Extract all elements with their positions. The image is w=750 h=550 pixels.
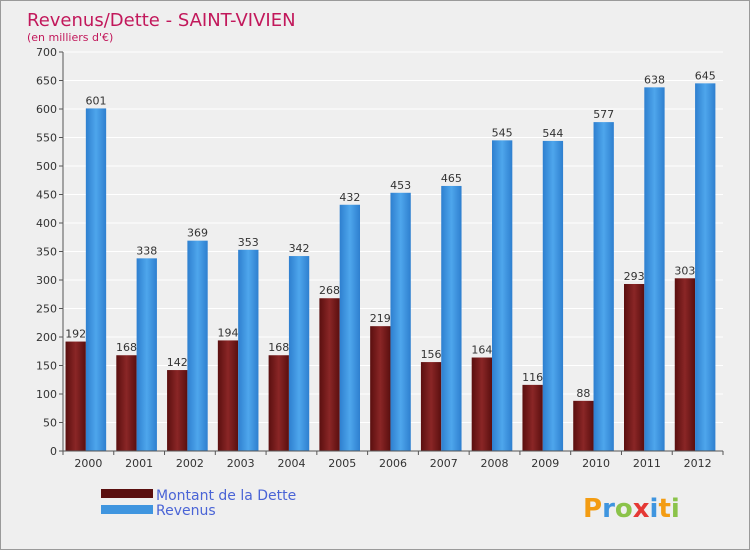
revenus-bar — [542, 140, 564, 452]
x-tick-label: 2008 — [481, 457, 509, 470]
revenus-value-label: 601 — [86, 94, 107, 107]
revenus-bar — [695, 83, 716, 451]
revenus-value-label: 645 — [695, 69, 716, 82]
y-tick-label: 650 — [36, 75, 57, 88]
revenus-value-label: 577 — [593, 108, 614, 121]
bars: 192 601 168 338 142 369 194 353 168 342 268 432 219 4… — [65, 69, 716, 452]
x-tick-label: 2011 — [633, 457, 661, 470]
x-axis: 2000 2001 2002 2003 2004 2005 2006 2007 2008 2009… — [62, 450, 724, 470]
revenus-value-label: 338 — [136, 244, 157, 257]
revenus-value-label: 638 — [644, 73, 665, 86]
x-tick-label: 2007 — [430, 457, 458, 470]
revenus-value-label: 453 — [390, 179, 411, 192]
revenus-value-label: 342 — [289, 242, 310, 255]
y-tick-label: 550 — [36, 132, 57, 145]
logo-text: Proxiti — [583, 494, 680, 524]
debt-value-label: 168 — [268, 341, 289, 354]
debt-bar — [624, 283, 645, 451]
x-tick-label: 2005 — [328, 457, 356, 470]
debt-value-label: 156 — [421, 348, 442, 361]
debt-bar — [319, 298, 340, 451]
revenus-bar — [339, 204, 360, 451]
y-tick-label: 350 — [36, 246, 57, 259]
x-tick-label: 2012 — [684, 457, 712, 470]
x-tick-label: 2006 — [379, 457, 407, 470]
revenus-value-label: 545 — [492, 126, 513, 139]
revenus-value-label: 369 — [187, 227, 208, 240]
debt-value-label: 194 — [218, 326, 239, 339]
y-tick-label: 0 — [50, 445, 57, 458]
y-tick-label: 500 — [36, 160, 57, 173]
y-tick-label: 300 — [36, 274, 57, 287]
debt-value-label: 164 — [471, 344, 492, 357]
y-tick-label: 200 — [36, 331, 57, 344]
debt-value-label: 293 — [624, 270, 645, 283]
revenus-value-label: 432 — [339, 191, 360, 204]
revenus-bar — [85, 108, 107, 452]
revenus-bar — [593, 122, 614, 452]
debt-bar — [471, 357, 492, 451]
y-tick-label: 250 — [36, 303, 57, 316]
legend-swatch-debt — [101, 489, 153, 498]
y-tick-label: 450 — [36, 189, 57, 202]
debt-bar — [65, 341, 86, 451]
x-tick-label: 2000 — [74, 457, 102, 470]
x-tick-label: 2004 — [277, 457, 305, 470]
chart-subtitle: (en milliers d'€) — [27, 31, 113, 44]
debt-value-label: 303 — [674, 264, 695, 277]
y-tick-label: 100 — [36, 388, 57, 401]
debt-bar — [573, 400, 594, 451]
x-tick-label: 2010 — [582, 457, 610, 470]
chart-title: Revenus/Dette - SAINT-VIVIEN — [27, 10, 296, 31]
revenus-bar — [644, 87, 665, 451]
revenus-value-label: 544 — [542, 127, 563, 140]
debt-value-label: 168 — [116, 341, 137, 354]
debt-bar — [217, 340, 239, 451]
x-tick-label: 2002 — [176, 457, 204, 470]
revenus-bar — [187, 240, 208, 451]
debt-bar — [420, 362, 442, 451]
y-tick-label: 400 — [36, 217, 57, 230]
debt-value-label: 219 — [370, 312, 391, 325]
debt-value-label: 116 — [522, 371, 543, 384]
revenus-bar — [390, 192, 411, 452]
revenus-bar — [492, 140, 513, 451]
revenus-value-label: 465 — [441, 172, 462, 185]
y-tick-label: 600 — [36, 103, 57, 116]
debt-value-label: 142 — [167, 356, 188, 369]
y-tick-label: 50 — [43, 417, 57, 430]
debt-bar — [674, 278, 696, 451]
debt-bar — [522, 384, 543, 451]
x-tick-label: 2009 — [531, 457, 559, 470]
x-tick-label: 2003 — [227, 457, 255, 470]
debt-value-label: 268 — [319, 284, 340, 297]
legend: Montant de la Dette Revenus — [101, 488, 296, 519]
y-tick-label: 700 — [36, 46, 57, 59]
revenus-bar — [288, 256, 310, 451]
legend-label-debt: Montant de la Dette — [156, 488, 296, 504]
legend-label-revenus: Revenus — [156, 503, 216, 519]
debt-bar — [116, 355, 137, 451]
proxiti-logo: Proxiti — [583, 494, 680, 524]
revenus-value-label: 353 — [238, 236, 259, 249]
debt-value-label: 192 — [65, 328, 86, 341]
debt-value-label: 88 — [576, 387, 590, 400]
debt-bar — [370, 326, 391, 451]
y-axis: 0 50 100 150 200 250 300 350 400 450 500 550 600 650 7… — [36, 46, 64, 458]
revenus-bar — [238, 249, 259, 451]
debt-bar — [268, 355, 289, 451]
revenus-bar — [441, 185, 462, 451]
debt-bar — [167, 370, 188, 451]
revenus-bar — [136, 258, 157, 451]
x-tick-label: 2001 — [125, 457, 153, 470]
y-tick-label: 150 — [36, 360, 57, 373]
legend-swatch-revenus — [101, 505, 153, 514]
